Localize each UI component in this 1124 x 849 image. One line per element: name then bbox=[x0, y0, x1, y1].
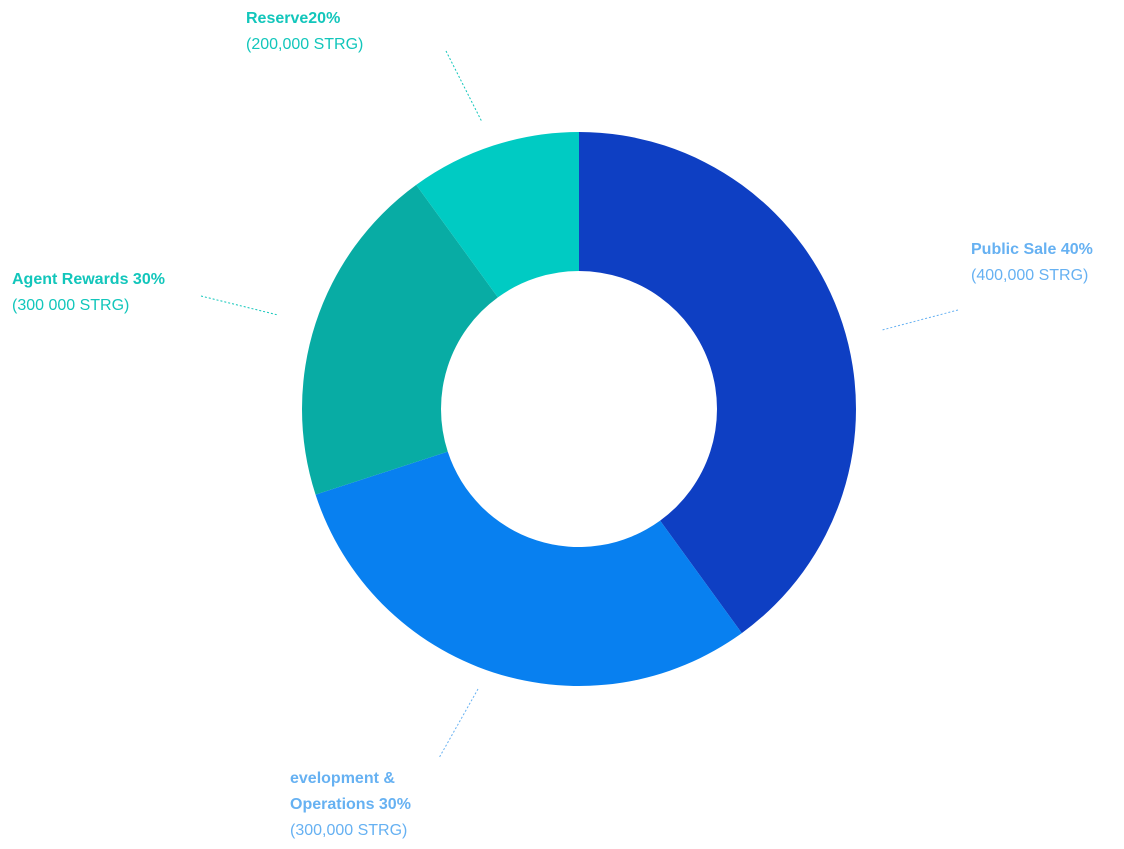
label-public-sale-title: Public Sale 40% bbox=[971, 241, 1093, 258]
label-reserve: Reserve20% (200,000 STRG) bbox=[246, 6, 363, 58]
leader-line-reserve bbox=[445, 50, 483, 123]
label-agent-rewards-title: Agent Rewards 30% bbox=[12, 271, 165, 288]
slice-development-operations bbox=[315, 451, 742, 686]
label-development-amount: (300,000 STRG) bbox=[290, 822, 408, 839]
label-agent-rewards: Agent Rewards 30% (300 000 STRG) bbox=[12, 267, 165, 319]
leader-line-agent-rewards bbox=[200, 295, 279, 316]
label-development-title-line1: evelopment & bbox=[290, 770, 395, 787]
leader-line-public-sale bbox=[881, 309, 959, 331]
label-development-title-line2: Operations 30% bbox=[290, 796, 411, 813]
leader-line-development bbox=[438, 688, 479, 759]
slice-agent-rewards bbox=[301, 184, 498, 495]
label-reserve-title: Reserve20% bbox=[246, 10, 341, 27]
label-public-sale-amount: (400,000 STRG) bbox=[971, 267, 1089, 284]
label-development: evelopment & Operations 30% (300,000 STR… bbox=[290, 766, 411, 844]
slice-public-sale bbox=[579, 132, 856, 634]
leader-lines bbox=[200, 50, 959, 759]
label-public-sale: Public Sale 40% (400,000 STRG) bbox=[971, 237, 1093, 289]
donut-slices bbox=[301, 132, 856, 686]
label-agent-rewards-amount: (300 000 STRG) bbox=[12, 297, 130, 314]
label-reserve-amount: (200,000 STRG) bbox=[246, 36, 364, 53]
slice-reserve bbox=[416, 132, 579, 298]
